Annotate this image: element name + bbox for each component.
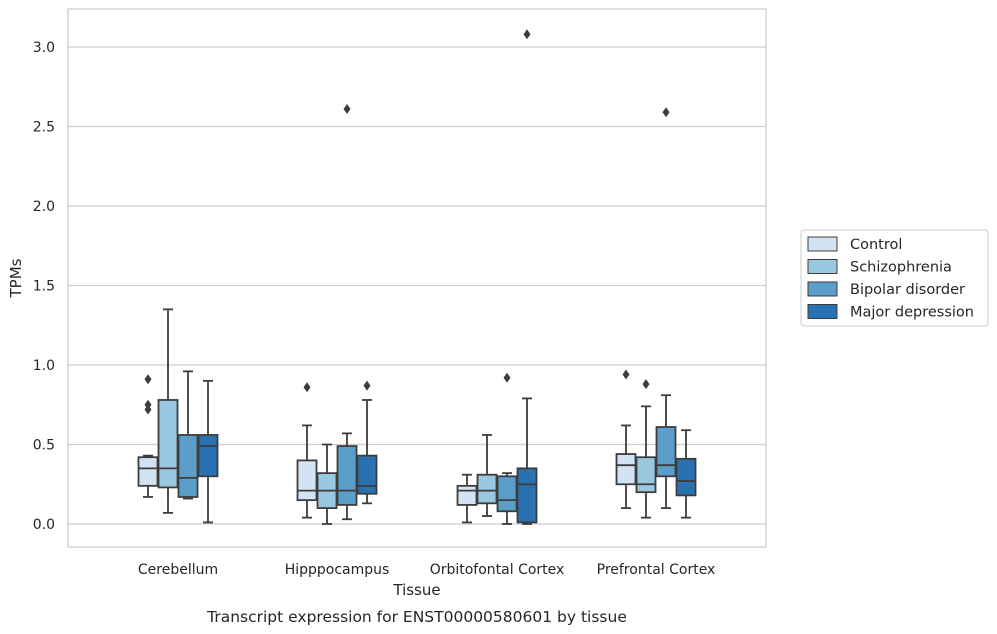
box-iqr bbox=[635, 456, 657, 494]
x-tick-label: Cerebellum bbox=[138, 562, 218, 578]
outlier-point bbox=[303, 382, 311, 393]
legend-label: Schizophrenia bbox=[850, 260, 952, 276]
legend-swatch bbox=[807, 259, 838, 274]
outlier-point bbox=[642, 379, 650, 390]
y-tick-label: 2.5 bbox=[33, 120, 55, 136]
outlier-point bbox=[503, 372, 511, 383]
box-bipolar-disorder bbox=[177, 370, 199, 500]
boxes bbox=[137, 29, 697, 525]
legend-swatch bbox=[807, 281, 838, 297]
legend-items: Control Schizophrenia Bipolar disorder Majo… bbox=[807, 236, 974, 321]
outlier-point bbox=[523, 29, 531, 40]
outlier-point bbox=[144, 404, 152, 415]
box-iqr bbox=[655, 426, 677, 478]
y-tick-label: 3.0 bbox=[33, 40, 55, 56]
box-iqr bbox=[197, 434, 219, 478]
box-control bbox=[137, 374, 159, 498]
box-bipolar-disorder bbox=[655, 107, 677, 510]
box-iqr bbox=[177, 434, 199, 498]
legend-label: Major depression bbox=[850, 305, 974, 321]
box-schizophrenia bbox=[635, 379, 657, 519]
box-schizophrenia bbox=[476, 434, 498, 517]
box-iqr bbox=[137, 456, 159, 487]
y-tick-label: 1.0 bbox=[33, 358, 55, 374]
x-tick-label: Hipppocampus bbox=[285, 562, 390, 578]
plot-area-frame bbox=[67, 8, 767, 548]
legend-label: Bipolar disorder bbox=[850, 282, 965, 298]
outlier-point bbox=[622, 369, 630, 380]
outlier-point bbox=[363, 380, 371, 391]
y-tick-label: 2.0 bbox=[33, 199, 55, 215]
x-tick-label: Prefrontal Cortex bbox=[597, 562, 716, 578]
box-iqr bbox=[496, 475, 518, 513]
box-iqr bbox=[476, 473, 498, 505]
legend-label: Control bbox=[850, 237, 902, 253]
box-iqr bbox=[356, 454, 378, 495]
box-major-depression bbox=[356, 380, 378, 505]
x-tick-label: Orbitofontal Cortex bbox=[430, 562, 565, 578]
box-iqr bbox=[456, 484, 478, 506]
box-iqr bbox=[516, 467, 538, 524]
x-axis-title: Tissue bbox=[392, 581, 440, 599]
outlier-point bbox=[343, 104, 351, 115]
y-axis-ticks: 0.0 0.5 1.0 1.5 2.0 2.5 3.0 bbox=[33, 40, 55, 533]
box-iqr bbox=[157, 399, 179, 489]
box-schizophrenia bbox=[316, 443, 338, 525]
box-major-depression bbox=[675, 429, 697, 519]
y-tick-label: 0.5 bbox=[33, 438, 55, 454]
box-bipolar-disorder bbox=[496, 372, 518, 525]
outlier-point bbox=[662, 107, 670, 118]
box-iqr bbox=[296, 459, 318, 502]
y-tick-label: 1.5 bbox=[33, 279, 55, 295]
legend: Control Schizophrenia Bipolar disorder Majo… bbox=[800, 229, 989, 327]
box-major-depression bbox=[197, 379, 219, 524]
y-axis-title: TPMs bbox=[7, 258, 25, 298]
chart-caption: Transcript expression for ENST0000058060… bbox=[206, 608, 627, 626]
box-iqr bbox=[336, 445, 358, 506]
box-bipolar-disorder bbox=[336, 104, 358, 521]
box-control bbox=[296, 382, 318, 519]
box-major-depression bbox=[516, 29, 538, 525]
legend-frame bbox=[800, 229, 989, 327]
x-axis-ticks: Cerebellum Hipppocampus Orbitofontal Corte… bbox=[138, 562, 715, 578]
box-control bbox=[615, 369, 637, 510]
legend-swatch bbox=[807, 236, 838, 252]
box-iqr bbox=[615, 453, 637, 486]
legend-swatch bbox=[807, 304, 838, 319]
box-iqr bbox=[675, 457, 697, 497]
outlier-point bbox=[144, 374, 152, 385]
box-control bbox=[456, 473, 478, 524]
y-tick-label: 0.0 bbox=[33, 517, 55, 533]
box-schizophrenia bbox=[157, 308, 179, 514]
